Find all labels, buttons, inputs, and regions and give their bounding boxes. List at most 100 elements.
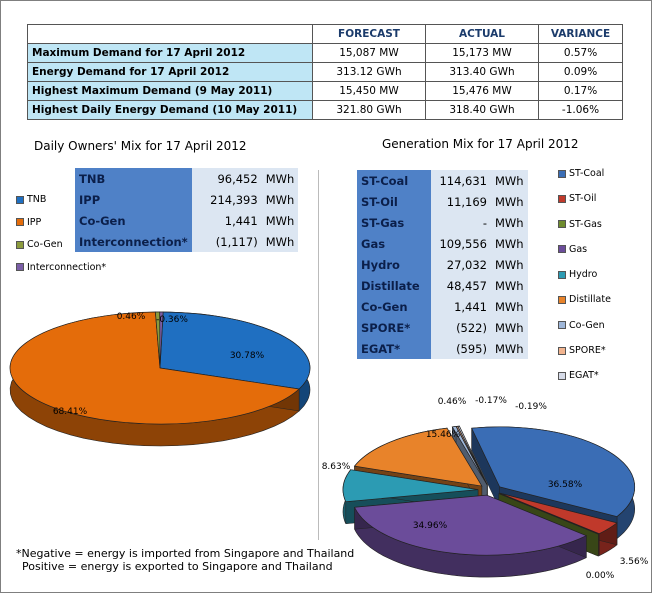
generation-row: Hydro 27,032 MWh (357, 254, 528, 275)
owners-label-interconnection: -0.36% (156, 315, 188, 325)
generation-name: ST-Oil (357, 191, 431, 212)
summary-forecast: 313.12 GWh (312, 62, 426, 82)
generation-legend-item: SPORE* (558, 345, 611, 357)
owners-name: TNB (75, 168, 192, 189)
summary-variance: 0.57% (538, 43, 623, 63)
section-divider (318, 170, 319, 540)
generation-pie: 36.58% 3.56% 0.00% 34.96% 8.63% 15.46% 0.46% -0… (322, 396, 649, 581)
summary-header-actual: ACTUAL (425, 24, 539, 44)
generation-legend-item: Hydro (558, 269, 611, 281)
owners-value: 96,452 (191, 168, 262, 189)
generation-legend-item: Gas (558, 244, 611, 256)
generation-slice-st-oil (499, 492, 618, 535)
generation-legend-swatch (558, 295, 566, 304)
generation-legend-swatch (558, 220, 566, 229)
generation-unit: MWh (491, 170, 528, 191)
generation-mix-table: ST-Coal 114,631 MWh ST-Oil 11,169 MWh ST-Gas… (357, 170, 528, 359)
summary-row: Highest Maximum Demand (9 May 2011) 15,4… (27, 81, 623, 101)
owners-slice-interconnection (159, 311, 164, 369)
owners-label-ipp: 68.41% (53, 407, 88, 417)
generation-unit: MWh (491, 296, 528, 317)
generation-unit: MWh (491, 212, 528, 233)
owners-mix-title: Daily Owners' Mix for 17 April 2012 (34, 139, 247, 153)
owners-mix-table: TNB 96,452 MWh IPP 214,393 MWh Co-Gen 1,441 MW… (75, 168, 299, 252)
generation-unit: MWh (491, 254, 528, 275)
owners-pie: 30.78% 68.41% 0.46% -0.36% (9, 311, 311, 447)
summary-header-variance: VARIANCE (538, 24, 623, 44)
generation-legend-swatch (558, 371, 566, 380)
generation-label-co-gen: 0.46% (438, 397, 467, 407)
owners-name: Co-Gen (75, 210, 192, 231)
generation-label-distillate: 15.46% (426, 430, 461, 440)
summary-variance: 0.17% (538, 81, 623, 101)
owners-legend-swatch (16, 195, 24, 204)
generation-value: 1,441 (431, 296, 491, 317)
generation-row: SPORE* (522) MWh (357, 317, 528, 338)
owners-label-co-gen: 0.46% (117, 312, 146, 322)
owners-unit: MWh (261, 231, 299, 252)
generation-value: (522) (431, 317, 491, 338)
owners-row: IPP 214,393 MWh (75, 189, 299, 210)
owners-unit: MWh (261, 210, 299, 231)
generation-value: (595) (431, 338, 491, 359)
summary-actual: 318.40 GWh (425, 100, 539, 120)
generation-legend-label: ST-Oil (569, 193, 597, 205)
footnote: *Negative = energy is imported from Sing… (16, 547, 354, 573)
generation-value: 114,631 (431, 170, 491, 191)
summary-forecast: 15,087 MW (312, 43, 426, 63)
summary-row-label: Maximum Demand for 17 April 2012 (27, 43, 313, 63)
generation-value: - (431, 212, 491, 233)
owners-row: Co-Gen 1,441 MWh (75, 210, 299, 231)
generation-label-st-coal: 36.58% (548, 480, 583, 490)
generation-name: Co-Gen (357, 296, 431, 317)
generation-legend-label: Distillate (569, 294, 611, 306)
generation-legend-item: ST-Gas (558, 219, 611, 231)
owners-legend-item: Interconnection* (16, 262, 106, 274)
footnote-line-1: *Negative = energy is imported from Sing… (16, 547, 355, 560)
generation-row: Co-Gen 1,441 MWh (357, 296, 528, 317)
summary-variance: 0.09% (538, 62, 623, 82)
generation-legend-item: Distillate (558, 294, 611, 306)
generation-name: SPORE* (357, 317, 431, 338)
generation-legend-label: Hydro (569, 269, 598, 281)
generation-unit: MWh (491, 191, 528, 212)
owners-legend: TNB IPP Co-Gen Interconnection* (16, 194, 106, 284)
generation-unit: MWh (491, 338, 528, 359)
generation-slice-gas (354, 494, 588, 556)
generation-legend-label: Gas (569, 243, 588, 255)
generation-legend-item: Co-Gen (558, 320, 611, 332)
generation-legend-label: Co-Gen (569, 319, 605, 331)
generation-value: 109,556 (431, 233, 491, 254)
generation-slice-distillate (353, 427, 483, 487)
generation-legend-item: ST-Coal (558, 168, 611, 180)
generation-legend: ST-Coal ST-Oil ST-Gas Gas Hydro Distillate Co-… (558, 168, 611, 396)
generation-legend-swatch (558, 245, 566, 254)
owners-legend-item: TNB (16, 194, 106, 206)
generation-legend-item: EGAT* (558, 370, 611, 382)
generation-legend-label: SPORE* (569, 345, 606, 357)
generation-unit: MWh (491, 275, 528, 296)
generation-row: ST-Gas - MWh (357, 212, 528, 233)
generation-legend-item: ST-Oil (558, 193, 611, 205)
summary-forecast: 15,450 MW (312, 81, 426, 101)
generation-mix-title: Generation Mix for 17 April 2012 (382, 137, 579, 151)
owners-legend-item: IPP (16, 217, 106, 229)
summary-variance: -1.06% (538, 100, 623, 120)
generation-label-st-oil: 3.56% (620, 557, 649, 567)
generation-name: EGAT* (357, 338, 431, 359)
generation-unit: MWh (491, 317, 528, 338)
summary-row: Maximum Demand for 17 April 2012 15,087 … (27, 43, 623, 63)
owners-unit: MWh (261, 168, 299, 189)
summary-row-label: Energy Demand for 17 April 2012 (27, 62, 313, 82)
footnote-line-2: Positive = energy is exported to Singapo… (22, 560, 333, 573)
generation-label-gas: 34.96% (413, 521, 448, 531)
owners-name: Interconnection* (75, 231, 192, 252)
generation-label-hydro: 8.63% (322, 462, 351, 472)
owners-name: IPP (75, 189, 192, 210)
summary-row: Energy Demand for 17 April 2012 313.12 G… (27, 62, 623, 82)
generation-legend-label: ST-Coal (569, 168, 605, 179)
generation-legend-label: ST-Gas (569, 218, 602, 230)
summary-row-label: Highest Maximum Demand (9 May 2011) (27, 81, 313, 101)
owners-value: 1,441 (191, 210, 262, 231)
owners-legend-label: Interconnection* (27, 261, 107, 273)
